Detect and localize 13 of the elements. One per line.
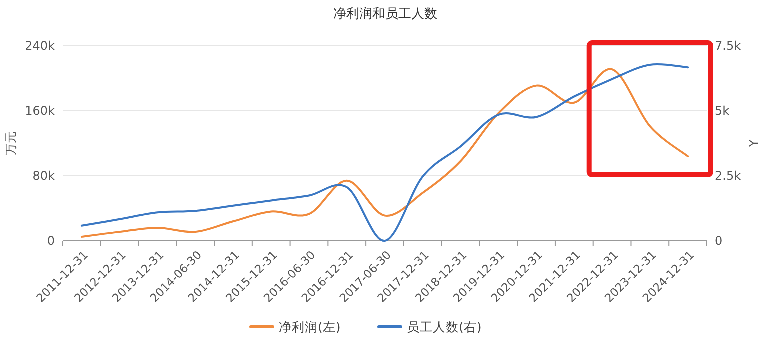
legend-label: 净利润(左) — [279, 320, 341, 334]
y2-tick-label: 2.5k — [715, 169, 742, 183]
chart-title: 净利润和员工人数 — [334, 7, 438, 22]
y-axis-title: 万元 — [4, 132, 18, 156]
legend-label: 员工人数(右) — [407, 320, 482, 334]
y-tick-label: 80k — [32, 169, 56, 183]
y2-tick-label: 5k — [715, 104, 730, 118]
y-tick-label: 0 — [47, 234, 55, 248]
y-tick-label: 160k — [25, 104, 56, 118]
y2-axis-title: Y — [747, 139, 761, 148]
y2-tick-label: 7.5k — [715, 39, 742, 53]
y-tick-label: 240k — [25, 39, 56, 53]
y2-tick-label: 0 — [715, 234, 723, 248]
